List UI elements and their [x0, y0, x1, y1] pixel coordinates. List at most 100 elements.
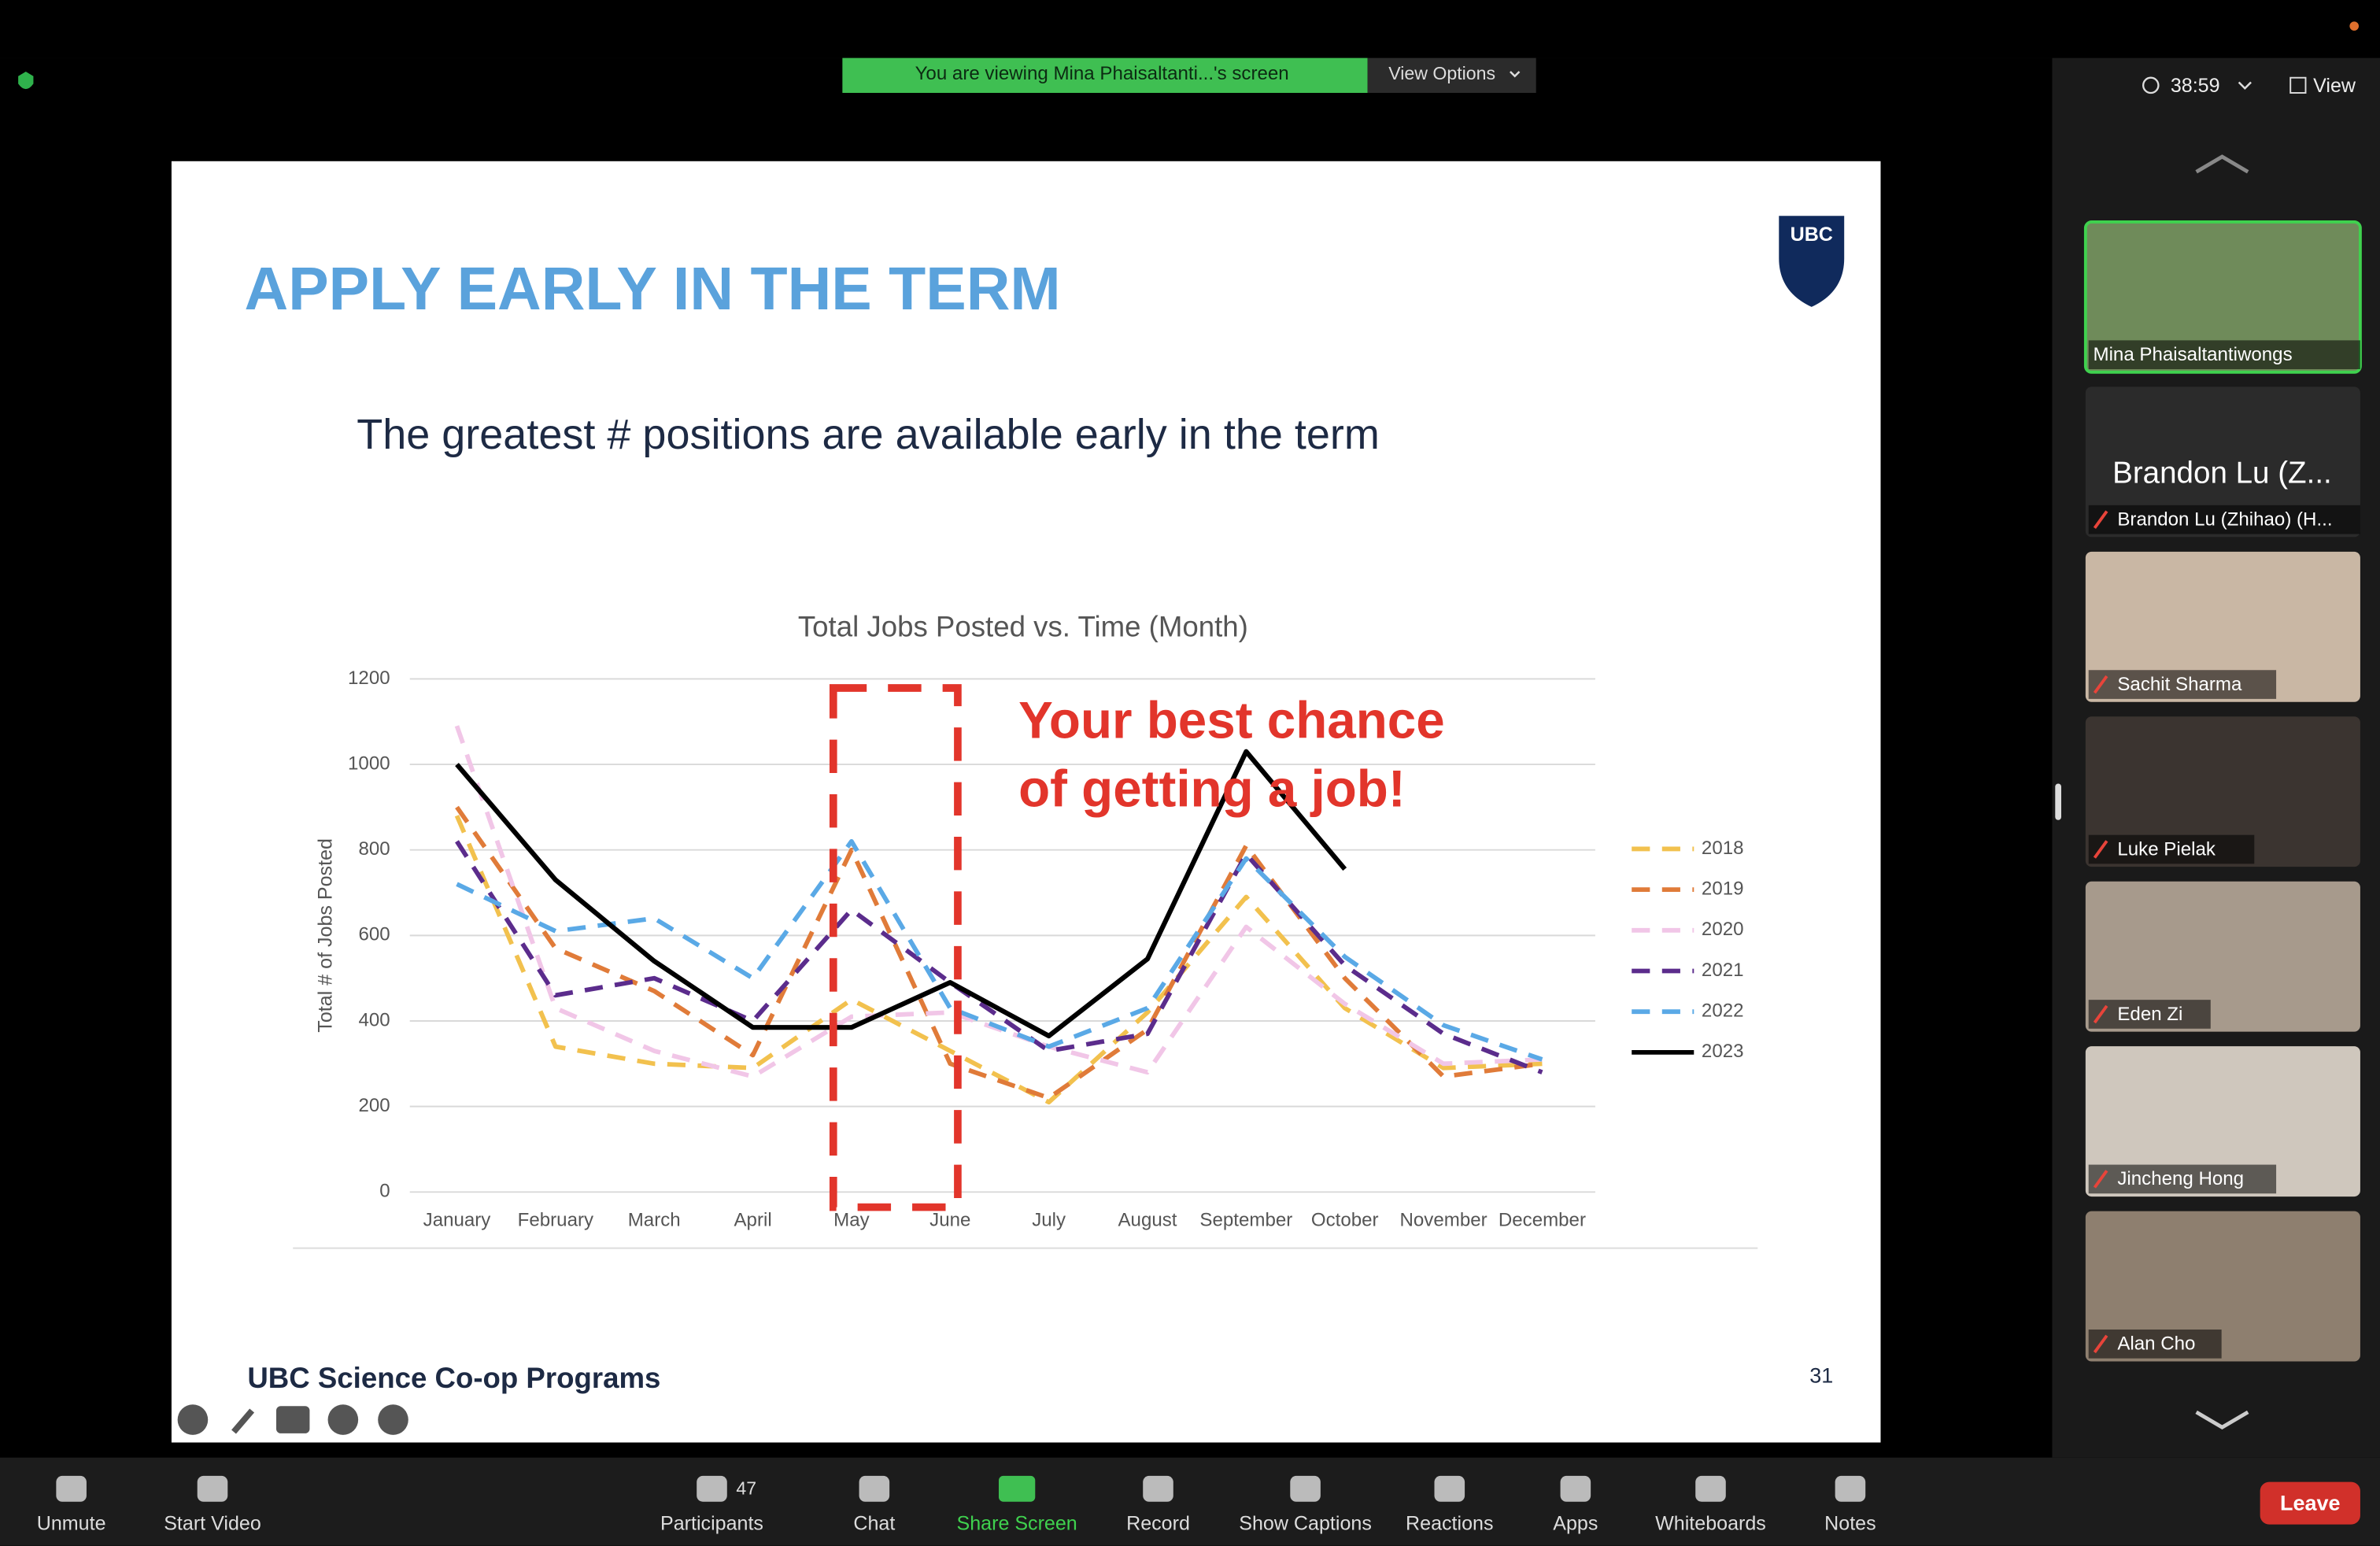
muted-icon	[2093, 1004, 2108, 1024]
video-tile	[2083, 220, 2362, 374]
chart-title: Total Jobs Posted vs. Time (Month)	[798, 610, 1248, 642]
chevron[interactable]	[2238, 81, 2252, 90]
muted-icon	[2093, 510, 2108, 529]
y-tick-label: 200	[358, 1095, 390, 1116]
name-badge	[2088, 834, 2255, 864]
highlight-box	[829, 684, 962, 1211]
video-tile	[2085, 386, 2360, 538]
x-tick-label: November	[1400, 1209, 1488, 1230]
tool-label[interactable]: Record	[1126, 1512, 1190, 1534]
more-button[interactable]	[327, 1404, 359, 1435]
view-button[interactable]: View	[2313, 75, 2356, 97]
tool-label[interactable]: Notes	[1824, 1512, 1876, 1534]
ubc-crest	[1779, 216, 1845, 307]
view-options[interactable]	[1367, 57, 1536, 93]
toolbar-buttons: Unmute Start Video Participants Chat Share S…	[37, 1475, 1876, 1534]
clock-icon	[2142, 76, 2160, 94]
tool-icon[interactable]	[697, 1475, 727, 1502]
annotation: of getting a job!	[1018, 760, 1406, 817]
x-tick-label: August	[1118, 1209, 1177, 1230]
tool-icon[interactable]	[1434, 1475, 1465, 1502]
video-tile	[2085, 1046, 2360, 1197]
tool-icon[interactable]	[56, 1475, 87, 1502]
x-tick-label: October	[1311, 1209, 1379, 1230]
series-line	[455, 840, 1543, 1074]
tile-display-name: Brandon Lu (Z...	[2112, 456, 2332, 490]
tool-icon[interactable]	[1695, 1475, 1726, 1502]
tool-label[interactable]: Start Video	[164, 1512, 261, 1534]
slide-heading: APPLY EARLY IN THE TERM	[245, 255, 1061, 323]
tool-label[interactable]: Apps	[1553, 1512, 1598, 1534]
cc-button[interactable]	[276, 1406, 310, 1433]
slide-number: 31	[1809, 1364, 1833, 1388]
legend-label: 2020	[1702, 919, 1744, 940]
leave-text[interactable]: Leave	[2280, 1492, 2341, 1515]
y-axis-label: Total # of Jobs Posted	[314, 838, 336, 1033]
legend-label: 2019	[1702, 878, 1744, 899]
video-tile	[2085, 551, 2360, 702]
y-tick-label: 1200	[348, 668, 390, 689]
slide	[171, 161, 1881, 1443]
ubc-logo: UBC	[1791, 224, 1833, 246]
scroll-down[interactable]	[2195, 1410, 2249, 1430]
name-badge	[2088, 505, 2360, 534]
tool-icon[interactable]	[1143, 1475, 1173, 1502]
y-tick-label: 600	[358, 924, 390, 945]
splitter[interactable]	[2055, 783, 2061, 820]
share-icon[interactable]	[999, 1475, 1036, 1502]
y-tick-label: 800	[358, 838, 390, 860]
next-button[interactable]	[378, 1404, 408, 1435]
banner	[842, 57, 1368, 93]
slide-subheading: The greatest # positions are available e…	[357, 411, 1380, 458]
participant-name: Brandon Lu (Zhihao) (H...	[2117, 509, 2332, 530]
video-tile	[2085, 716, 2360, 867]
x-tick-label: December	[1499, 1209, 1586, 1230]
tool-icon[interactable]	[1290, 1475, 1321, 1502]
name-badge	[2088, 1164, 2277, 1194]
view-options-text[interactable]: View Options	[1388, 63, 1495, 83]
name-badge	[2088, 670, 2277, 699]
toolbar	[0, 1457, 2380, 1546]
video-tile	[2085, 1211, 2360, 1362]
tool-label[interactable]: Chat	[853, 1512, 895, 1534]
tool-icon[interactable]	[1835, 1475, 1866, 1502]
x-tick-label: March	[628, 1209, 681, 1230]
tool-icon[interactable]	[859, 1475, 890, 1502]
pen-button[interactable]	[231, 1408, 255, 1434]
muted-icon	[2093, 1334, 2108, 1354]
series-line	[455, 805, 1543, 1100]
y-tick-label: 0	[379, 1181, 390, 1202]
tool-icon[interactable]	[197, 1475, 228, 1502]
muted-icon	[2093, 840, 2108, 859]
tool-label[interactable]: Whiteboards	[1655, 1512, 1766, 1534]
tool-label[interactable]: Share Screen	[957, 1512, 1077, 1534]
scroll-up[interactable]	[2195, 154, 2249, 174]
name-badge	[2088, 340, 2360, 369]
participant-name: Alan Cho	[2117, 1333, 2195, 1355]
tool-icon[interactable]	[1560, 1475, 1591, 1502]
leave-button[interactable]	[2260, 1481, 2360, 1525]
banner-text: You are viewing Mina Phaisaltanti...'s s…	[915, 63, 1289, 84]
participant-strip: Mina Phaisaltantiwongs Brandon Lu (Z... Br…	[2083, 220, 2362, 1362]
view-icon[interactable]	[2289, 76, 2307, 94]
tool-label[interactable]: Unmute	[37, 1512, 106, 1534]
plot: 0 200 400 600 800 1000 1200 January February Marc…	[348, 668, 1744, 1231]
participant-name: Jincheng Hong	[2117, 1168, 2244, 1189]
participant-name: Sachit Sharma	[2117, 674, 2242, 695]
tool-label[interactable]: Participants	[660, 1512, 763, 1534]
legend-label: 2023	[1702, 1041, 1744, 1062]
x-tick-label: July	[1032, 1209, 1066, 1230]
y-tick-label: 1000	[348, 753, 390, 774]
slide-controls	[177, 1404, 408, 1435]
tool-label[interactable]: Reactions	[1406, 1512, 1493, 1534]
participant-count: 47	[736, 1478, 756, 1498]
series-line	[454, 815, 1543, 1105]
tool-label[interactable]: Show Captions	[1239, 1512, 1372, 1534]
indicator	[2349, 21, 2359, 31]
muted-icon	[2093, 1170, 2108, 1189]
legend-label: 2018	[1702, 838, 1744, 859]
prev-button[interactable]	[177, 1404, 209, 1435]
timer: 38:59	[2171, 75, 2220, 97]
annotation: Your best chance	[1018, 692, 1445, 749]
video-tile	[2085, 881, 2360, 1032]
